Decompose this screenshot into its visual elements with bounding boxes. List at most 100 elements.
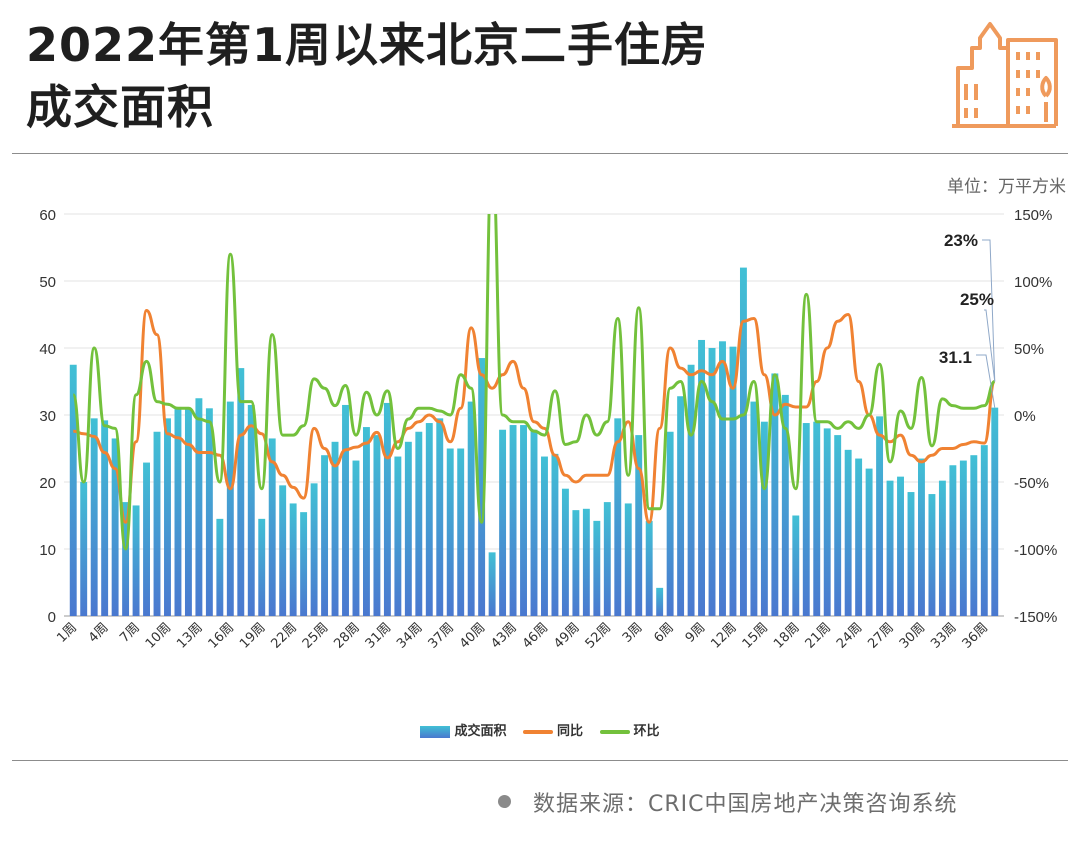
x-tick-label: 15周: [740, 620, 771, 651]
x-tick-label: 46周: [520, 620, 551, 651]
bar-area: [289, 503, 297, 616]
bar-area: [614, 418, 622, 616]
bar-area: [310, 483, 318, 616]
x-tick-label: 9周: [683, 620, 709, 646]
x-tick-label: 30周: [897, 620, 928, 651]
bar-area: [687, 364, 695, 616]
x-tick-label: 36周: [960, 620, 991, 651]
bar-area: [844, 449, 852, 616]
bar-area: [918, 458, 925, 616]
y-left-tick-label: 20: [39, 475, 56, 492]
x-tick-label: 22周: [268, 620, 299, 651]
bar-area: [446, 448, 454, 616]
bar-area: [425, 423, 433, 616]
x-tick-label: 52周: [583, 620, 614, 651]
x-tick-label: 43周: [488, 620, 519, 651]
x-tick-label: 7周: [117, 620, 143, 646]
bar-area: [855, 458, 863, 616]
header-divider: [12, 153, 1068, 154]
x-tick-label: 21周: [803, 620, 834, 651]
bar-area: [823, 428, 831, 616]
bar-area: [174, 406, 182, 616]
bar-area: [488, 552, 496, 616]
y-left-tick-label: 10: [39, 542, 56, 559]
x-tick-label: 3周: [620, 620, 646, 646]
chart-area: 0 10 20 30 40 50 60 -150% -100% -50% 0% 50% 100% 150%…: [39, 207, 1057, 652]
title-line-2: 成交面积: [26, 80, 214, 134]
bar-area: [331, 441, 339, 616]
bar-area: [520, 425, 527, 616]
bar-area: [111, 438, 119, 616]
bar-area: [101, 420, 109, 616]
bar-area: [802, 423, 810, 616]
bar-area: [603, 502, 611, 616]
title-line-1: 2022年第1周以来北京二手住房: [26, 18, 709, 72]
legend-label-yoy: 同比: [556, 724, 583, 739]
bar-area: [729, 346, 737, 616]
footer-divider: [12, 760, 1068, 761]
legend-item-area: 成交面积: [420, 720, 506, 739]
bar-area: [781, 394, 789, 616]
bar-area: [907, 492, 915, 616]
bar-area: [750, 401, 758, 616]
annotation-label: 23%: [944, 231, 978, 250]
bar-area: [980, 445, 988, 616]
bar-area: [739, 267, 747, 616]
bar-area: [624, 503, 632, 616]
x-tick-label: 16周: [206, 620, 237, 651]
y-left-tick-label: 0: [48, 609, 56, 626]
x-tick-label: 49周: [551, 620, 582, 651]
bar-area: [226, 401, 234, 616]
bar-area: [383, 402, 391, 616]
bar-area: [436, 418, 444, 616]
bar-area: [457, 448, 465, 616]
x-tick-label: 28周: [331, 620, 362, 651]
bar-area: [970, 455, 978, 616]
bar-area: [760, 421, 768, 616]
data-source: 数据来源：CRIC中国房地产决策咨询系统: [498, 786, 958, 818]
bar-area: [499, 429, 507, 616]
x-tick-label: 40周: [457, 620, 488, 651]
bar-area: [143, 462, 150, 616]
bar-area: [834, 435, 842, 616]
y-right-tick-label: -100%: [1014, 542, 1057, 559]
y-right-tick-label: 150%: [1014, 207, 1052, 224]
x-tick-label: 4周: [86, 620, 112, 646]
annotation-label: 31.1: [939, 348, 972, 367]
bar-area: [362, 427, 370, 616]
legend-swatch-yoy: [522, 729, 553, 734]
bar-area: [300, 512, 308, 616]
y-left-tick-label: 30: [39, 408, 56, 425]
bar-area: [205, 408, 213, 616]
bar-area: [321, 455, 329, 616]
series-line-mom: [71, 214, 996, 551]
y-right-tick-label: 100%: [1014, 274, 1052, 291]
annotation-label: 25%: [960, 290, 994, 309]
bar-area: [373, 435, 381, 616]
bar-area: [541, 456, 548, 616]
bar-area: [813, 421, 821, 616]
bar-area: [991, 407, 999, 616]
annotation-leader: [984, 309, 996, 382]
bar-area: [582, 508, 590, 616]
bar-area: [153, 431, 161, 616]
bar-area: [865, 468, 873, 616]
bar-area: [268, 438, 276, 616]
unit-label: 单位：万平方米: [947, 177, 1066, 197]
y-right-tick-label: -50%: [1014, 475, 1049, 492]
x-tick-label: 13周: [174, 620, 205, 651]
bar-area: [886, 480, 894, 616]
bar-area: [216, 518, 224, 616]
legend-item-yoy: 同比: [522, 720, 583, 739]
bar-area: [258, 518, 266, 616]
annotation-leader: [982, 239, 996, 382]
bar-area: [184, 408, 192, 616]
y-left-tick-label: 50: [39, 274, 56, 291]
bar-area: [897, 476, 904, 616]
legend-item-mom: 环比: [599, 720, 660, 739]
bar-area: [195, 398, 203, 616]
bar-area: [928, 494, 936, 616]
x-tick-label: 1周: [54, 620, 80, 646]
x-tick-label: 37周: [426, 620, 457, 651]
x-tick-label: 24周: [834, 620, 865, 651]
